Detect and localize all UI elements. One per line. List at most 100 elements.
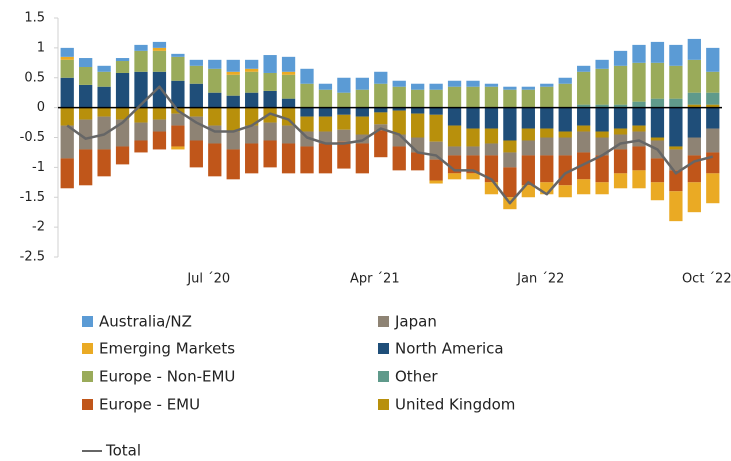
bar-segment: [447, 125, 462, 147]
legend-swatch: [82, 316, 93, 327]
bar-segment: [411, 107, 425, 114]
y-tick-label: 0.5: [24, 70, 45, 85]
legend-label: Europe - EMU: [99, 396, 200, 414]
bar-segment: [706, 92, 720, 105]
x-tick-label: Oct ´22: [682, 272, 731, 287]
bar-segment: [115, 146, 130, 165]
bar-segment: [134, 140, 148, 153]
bar-segment: [687, 137, 701, 156]
bar-segment: [263, 90, 277, 108]
bar-segment: [447, 146, 462, 156]
bar-segment: [669, 44, 683, 66]
bar-segment: [650, 98, 665, 108]
bar-segment: [466, 128, 480, 147]
legend-label: North America: [395, 340, 504, 358]
bar-segment: [595, 182, 609, 195]
bar-segment: [134, 71, 148, 108]
bar-segment: [650, 107, 665, 138]
bar-segment: [706, 104, 720, 108]
bar-segment: [484, 128, 499, 144]
bar-segment: [540, 107, 554, 129]
legend-swatch: [82, 343, 93, 354]
bar-segment: [79, 84, 93, 108]
bar-segment: [595, 68, 609, 105]
bar-segment: [226, 131, 240, 150]
bar-segment: [337, 77, 351, 93]
bar-segment: [60, 77, 74, 108]
bar-segment: [152, 50, 167, 72]
bar-segment: [484, 107, 499, 129]
y-tick-label: -1: [32, 160, 45, 175]
bar-segment: [263, 122, 277, 141]
bar-segment: [392, 80, 406, 87]
bar-segment: [613, 149, 628, 174]
bar-segment: [669, 98, 683, 108]
bar-segment: [687, 182, 701, 213]
bar-segment: [134, 44, 148, 51]
legend-swatch: [82, 371, 93, 382]
bar-segment: [60, 59, 74, 78]
bar-segment: [706, 173, 720, 204]
bar-segment: [171, 113, 185, 126]
bar-segment: [411, 89, 425, 108]
bar-segment: [466, 173, 480, 180]
bar-segment: [466, 155, 480, 174]
bar-segment: [706, 152, 720, 174]
y-tick-label: -2: [32, 220, 45, 235]
bar-segment: [245, 71, 259, 93]
bar-segment: [521, 107, 535, 129]
bar-segment: [577, 71, 591, 105]
bar-segment: [392, 110, 406, 135]
bar-segment: [632, 170, 646, 189]
bar-segment: [263, 72, 277, 91]
bar-segment: [429, 159, 443, 181]
bar-segment: [577, 152, 591, 180]
bar-segment: [447, 80, 462, 87]
bar-segment: [521, 89, 535, 108]
bar-segment: [650, 182, 665, 201]
bar-segment: [318, 107, 333, 117]
bar-segment: [189, 83, 203, 108]
bar-segment: [392, 146, 406, 171]
bar-segment: [281, 143, 296, 174]
bar-segment: [447, 86, 462, 108]
bar-segment: [595, 155, 609, 183]
bar-segment: [337, 107, 351, 115]
bar-segment: [79, 119, 93, 150]
bar-segment: [134, 122, 148, 141]
bar-segment: [152, 131, 167, 150]
bar-segment: [300, 116, 314, 132]
bar-segment: [318, 116, 333, 132]
bar-segment: [152, 119, 167, 132]
bar-segment: [613, 128, 628, 135]
bar-segment: [355, 77, 369, 90]
bar-segment: [355, 116, 369, 135]
bar-segment: [669, 65, 683, 99]
bar-segment: [411, 113, 425, 138]
bar-segment: [484, 83, 499, 87]
bar-segment: [411, 152, 425, 171]
bar-segment: [558, 107, 572, 132]
bar-segment: [189, 59, 203, 66]
bar-segment: [97, 107, 111, 117]
legend-label: Other: [395, 368, 438, 386]
bar-segment: [429, 180, 443, 184]
bar-segment: [374, 112, 388, 125]
y-tick-label: 1: [37, 40, 45, 55]
bar-segment: [447, 173, 462, 180]
bar-segment: [595, 137, 609, 156]
bar-segment: [152, 47, 167, 51]
bar-segment: [281, 98, 296, 108]
legend-swatch: [378, 399, 389, 410]
bar-segment: [226, 95, 240, 108]
bar-segment: [355, 134, 369, 144]
bar-segment: [484, 143, 499, 156]
bar-segment: [558, 83, 572, 108]
bar-segment: [503, 152, 517, 168]
legend-label: Emerging Markets: [99, 340, 235, 358]
bar-segment: [152, 41, 167, 48]
bar-segment: [577, 65, 591, 72]
bar-segment: [669, 107, 683, 147]
bar-segment: [134, 107, 148, 123]
y-tick-label: 1.5: [24, 11, 45, 26]
